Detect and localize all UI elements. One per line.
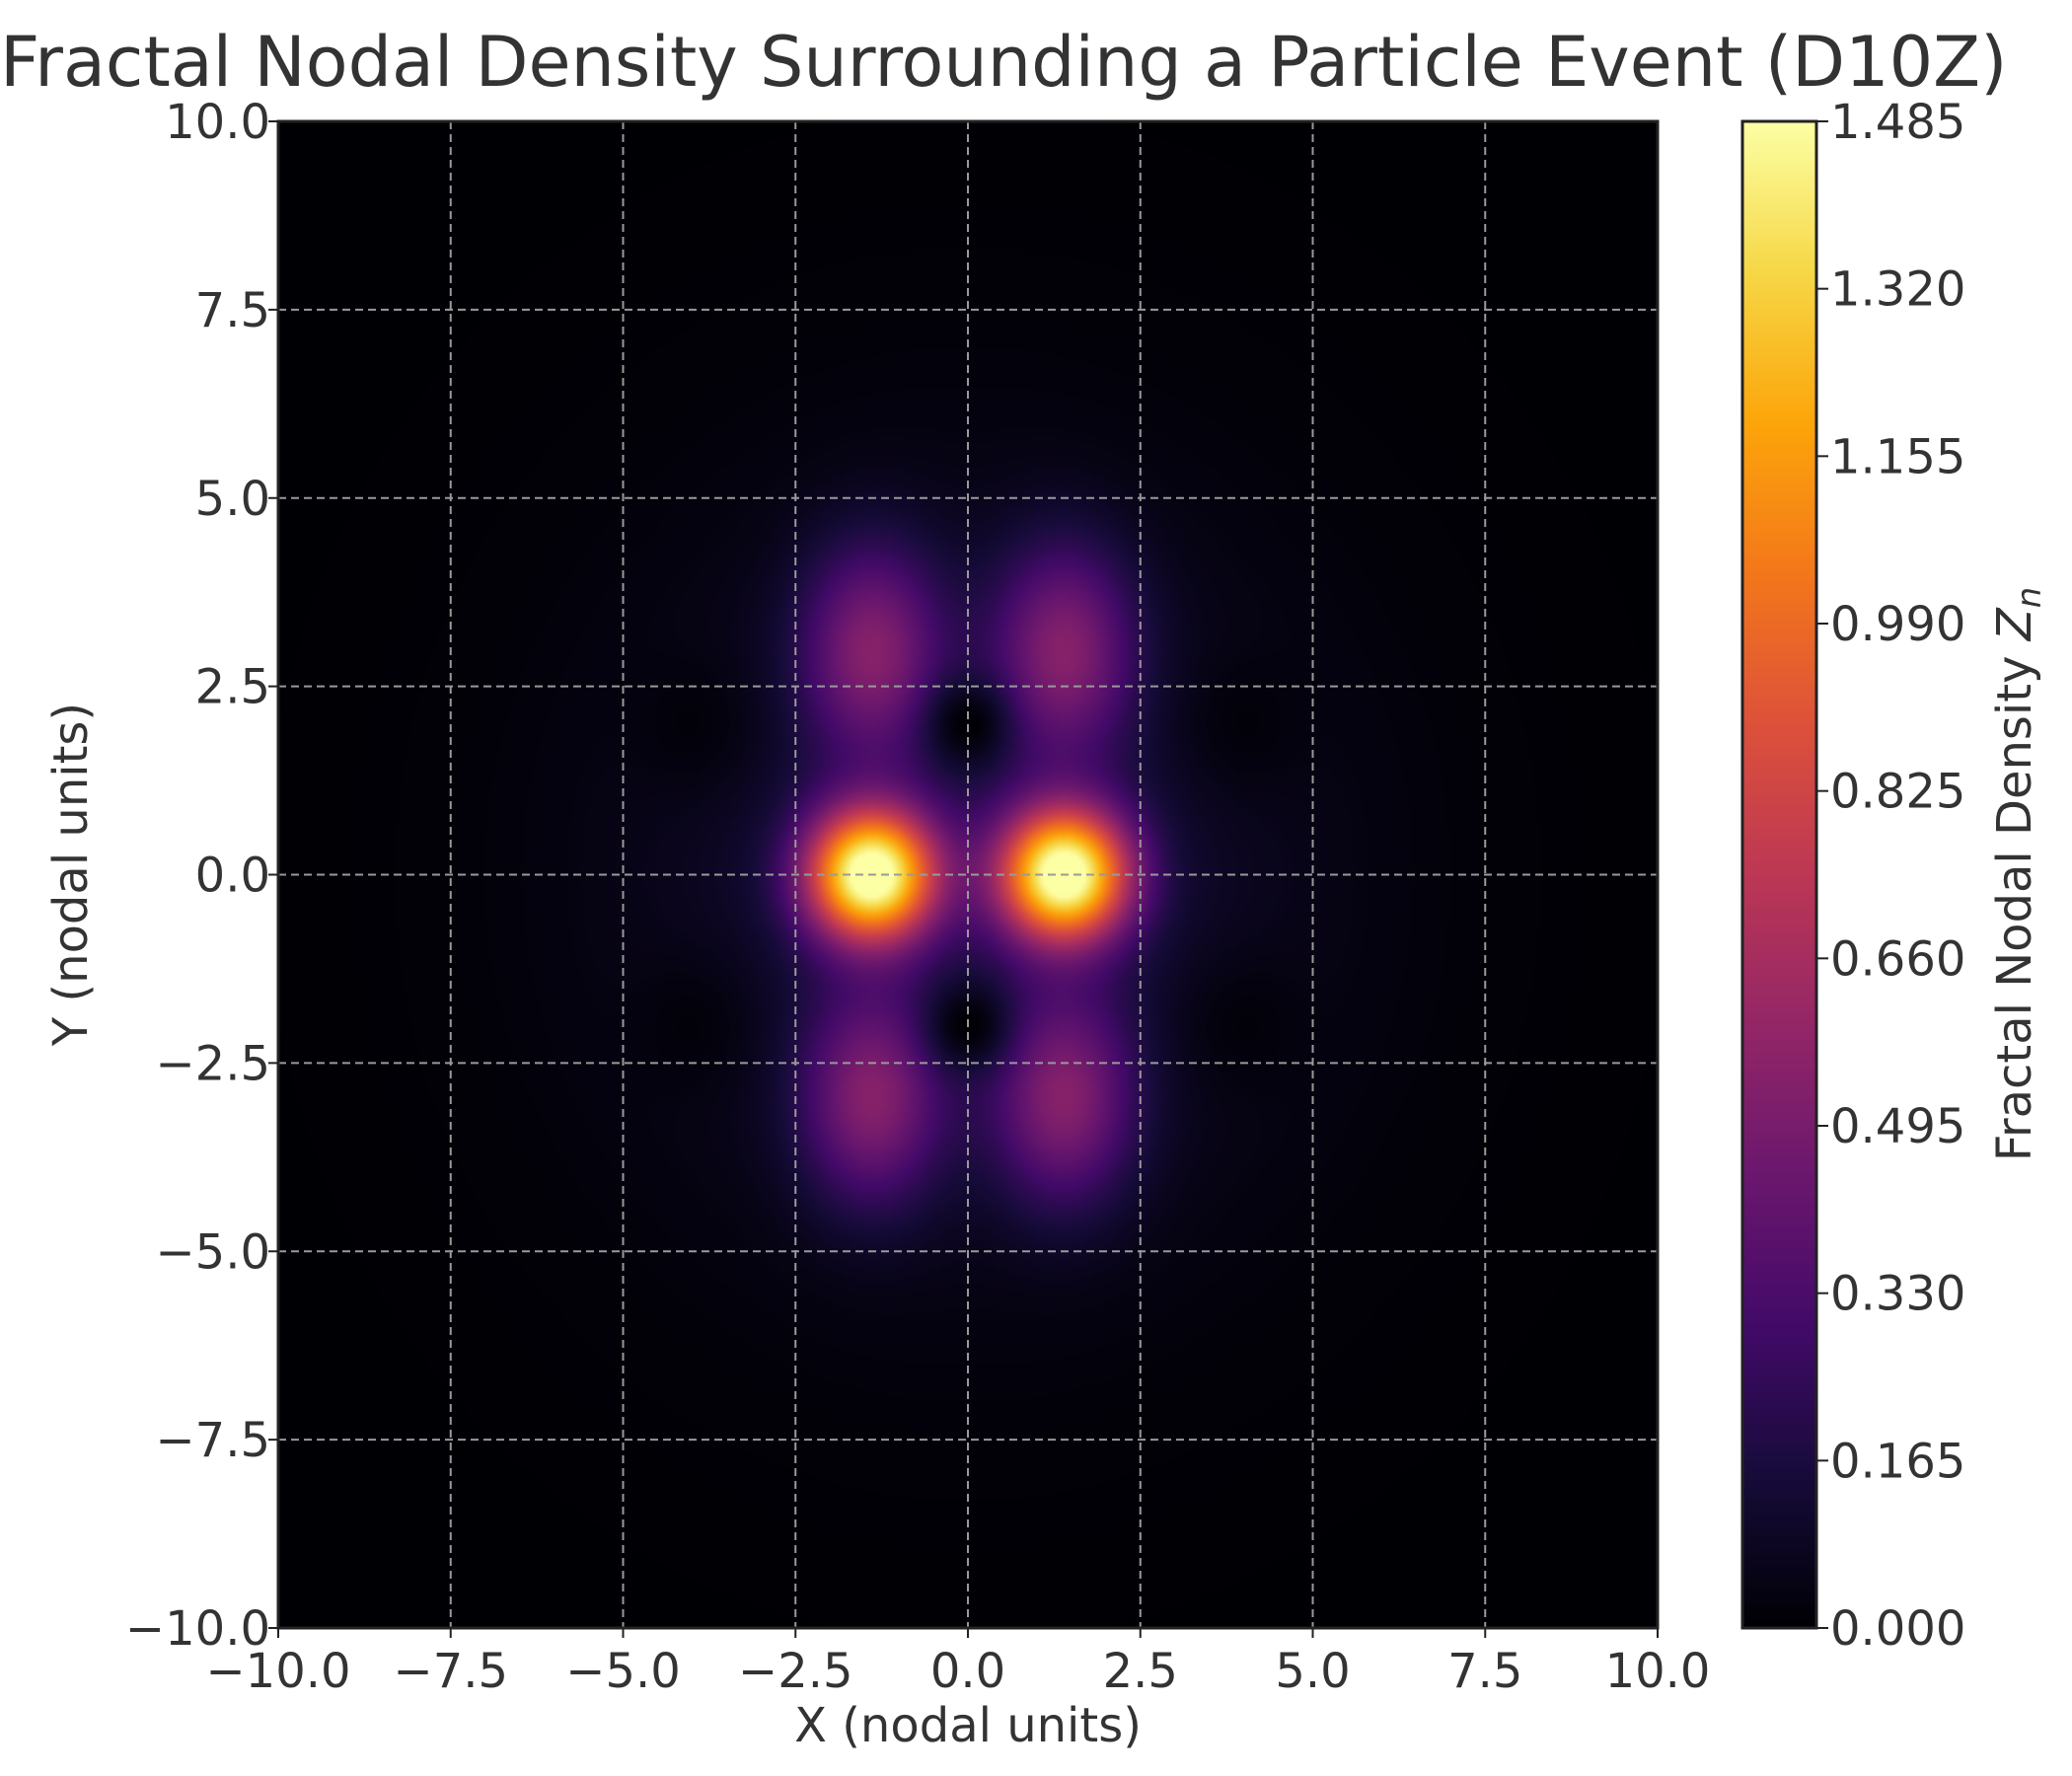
x-tick-label-0: −10.0	[205, 1644, 350, 1699]
y-tick-label-0: 10.0	[165, 95, 270, 150]
colorbar-tick-label-6: 0.990	[1830, 597, 1965, 652]
y-tick-label-4: 0.0	[195, 849, 270, 904]
x-tick-label-4: 0.0	[930, 1644, 1005, 1699]
x-axis-ticks: −10.0 −7.5 −5.0 −2.5 0.0 2.5 5.0 7.5 10.0	[205, 1628, 1710, 1699]
colorbar: 0.000 0.165 0.330 0.495 0.660 0.825 0.990 1.155…	[1740, 95, 2049, 1657]
colorbar-tick-label-0: 0.000	[1830, 1601, 1965, 1657]
colorbar-tick-label-3: 0.495	[1830, 1099, 1965, 1154]
chart-title: Fractal Nodal Density Surrounding a Part…	[0, 22, 2008, 103]
colorbar-label-subscript: n	[2010, 587, 2049, 609]
colorbar-label-text: Fractal Nodal Density	[1987, 640, 2042, 1161]
y-tick-label-6: −5.0	[155, 1224, 270, 1280]
x-tick-label-1: −7.5	[393, 1644, 508, 1699]
grid-lines	[278, 120, 1658, 1629]
colorbar-ticks: 0.000 0.165 0.330 0.495 0.660 0.825 0.990 1.155…	[1816, 95, 1965, 1657]
y-axis-ticks: 10.0 7.5 5.0 2.5 0.0 −2.5 −5.0 −7.5 −10.0	[125, 95, 278, 1657]
y-tick-label-7: −7.5	[155, 1413, 270, 1468]
colorbar-tick-label-2: 0.330	[1830, 1267, 1965, 1322]
colorbar-tick-label-4: 0.660	[1830, 931, 1965, 987]
colorbar-label-symbol: Z	[1987, 607, 2042, 642]
colorbar-tick-label-7: 1.155	[1830, 429, 1965, 484]
colorbar-gradient	[1740, 119, 1818, 1630]
plot-area	[276, 119, 1660, 1630]
x-axis-label: X (nodal units)	[794, 1698, 1142, 1753]
x-tick-label-6: 5.0	[1275, 1644, 1350, 1699]
y-axis-label: Y (nodal units)	[43, 703, 99, 1047]
colorbar-label: Fractal Nodal Density Zn	[1987, 587, 2049, 1161]
x-tick-label-5: 2.5	[1103, 1644, 1178, 1699]
colorbar-tick-label-9: 1.485	[1830, 95, 1965, 150]
x-tick-label-8: 10.0	[1605, 1644, 1711, 1699]
colorbar-tick-label-5: 0.825	[1830, 765, 1965, 820]
y-tick-label-2: 5.0	[195, 472, 270, 527]
y-tick-label-1: 7.5	[195, 283, 270, 338]
colorbar-tick-label-1: 0.165	[1830, 1434, 1965, 1489]
y-tick-label-8: −10.0	[125, 1601, 270, 1657]
y-tick-label-5: −2.5	[155, 1036, 270, 1091]
colorbar-tick-label-8: 1.320	[1830, 262, 1965, 318]
y-tick-label-3: 2.5	[195, 660, 270, 715]
x-tick-label-2: −5.0	[565, 1644, 681, 1699]
x-tick-label-3: −2.5	[738, 1644, 853, 1699]
x-tick-label-7: 7.5	[1447, 1644, 1522, 1699]
